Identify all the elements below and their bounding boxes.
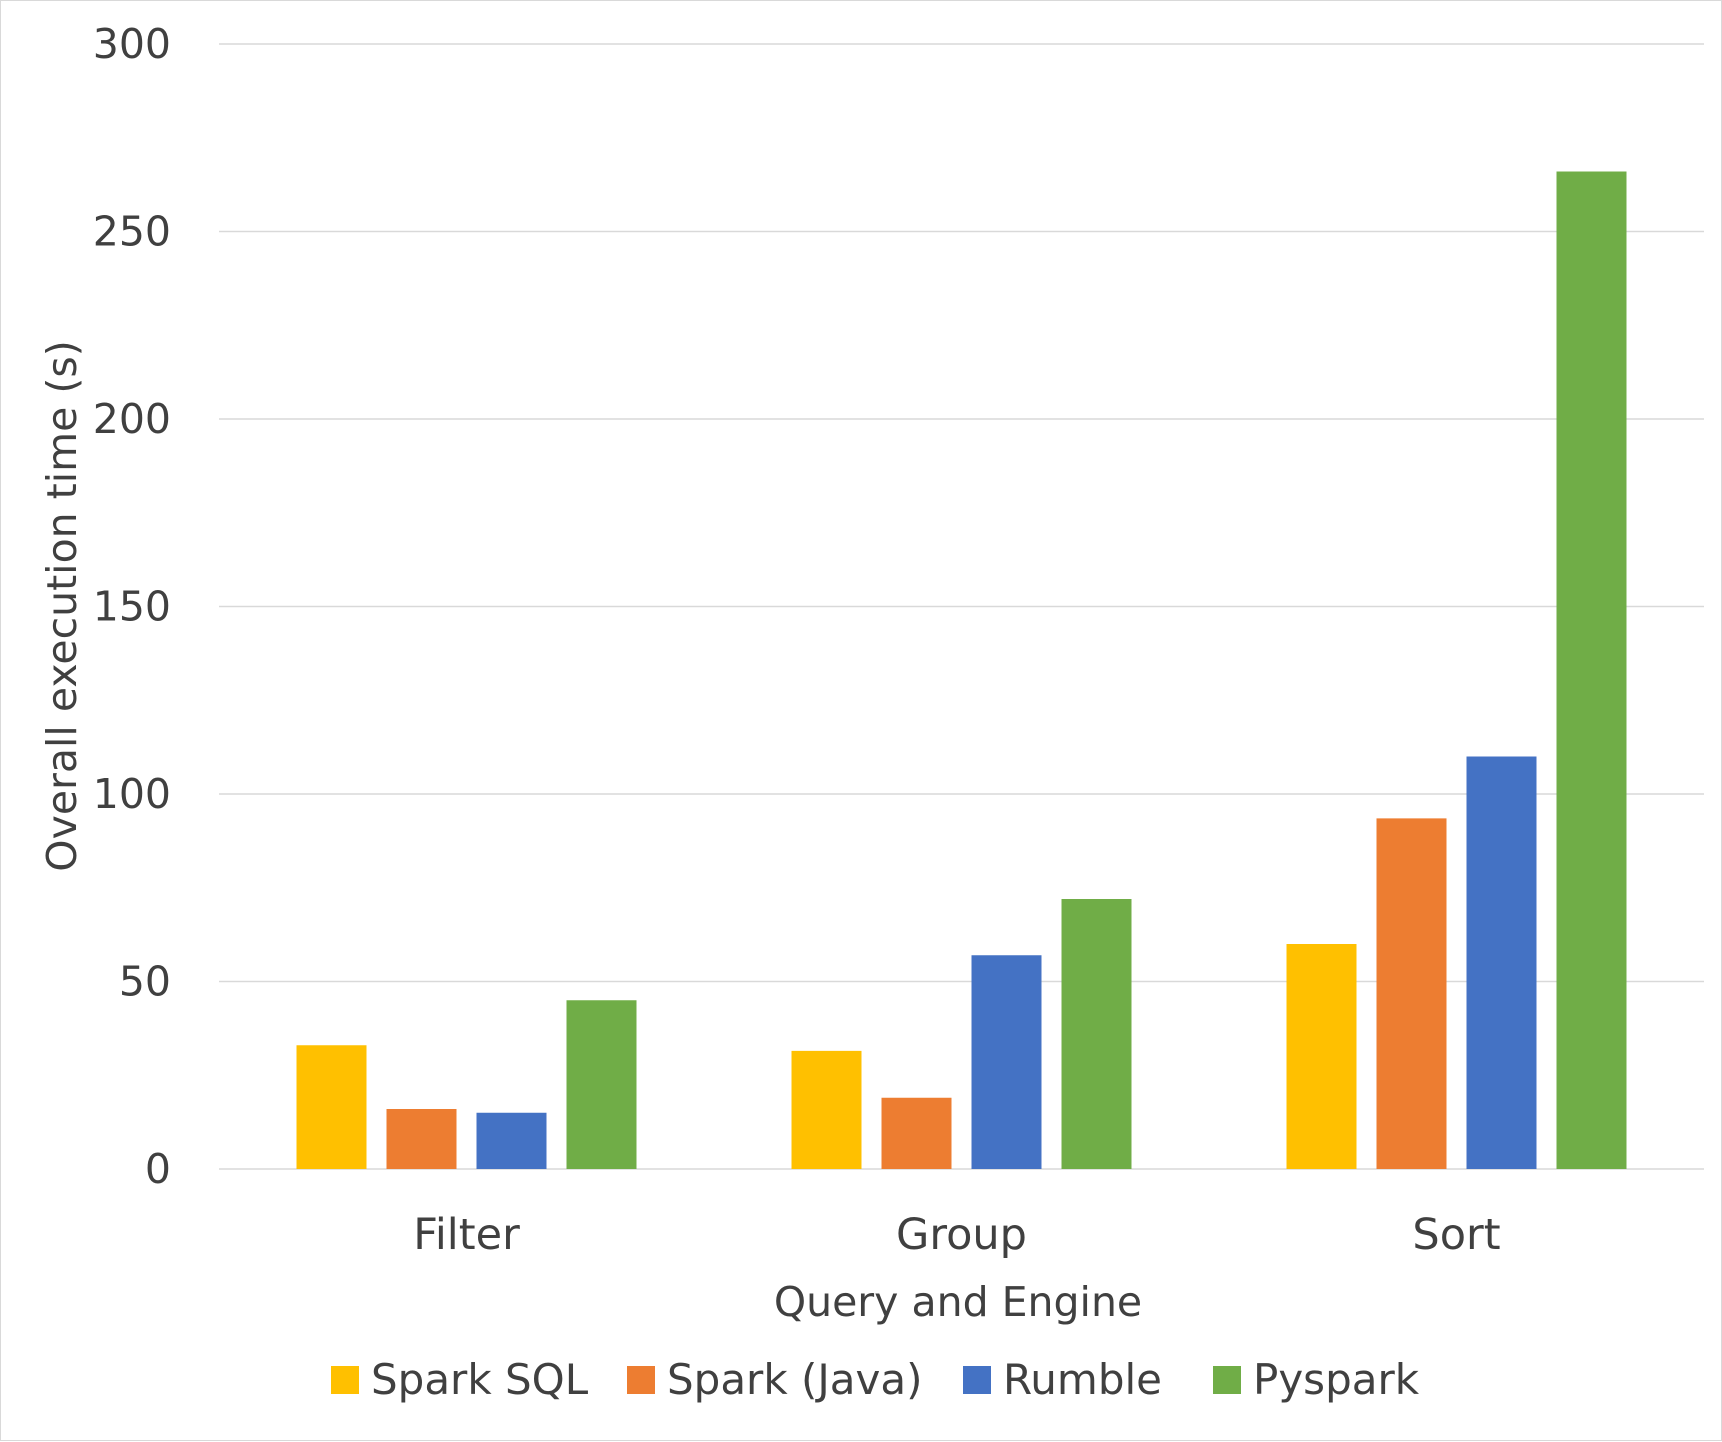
bar-filter-rumble (476, 1112, 547, 1169)
bar-group-rumble (971, 955, 1042, 1169)
legend-swatch (1213, 1366, 1241, 1394)
y-tick-label: 250 (93, 208, 171, 256)
x-axis-title: Query and Engine (774, 1278, 1142, 1326)
legend: Spark SQL Spark (Java) Rumble Pyspark (331, 1355, 1420, 1404)
y-axis-tick-labels: 0 50 100 150 200 250 300 (93, 20, 171, 1193)
legend-item: Pyspark (1213, 1355, 1420, 1404)
gridlines (219, 43, 1704, 1170)
x-axis-category-labels: Filter Group Sort (413, 1210, 1500, 1260)
bar-group-spark-java (881, 1097, 952, 1169)
bar-sort-rumble (1466, 756, 1537, 1169)
x-category-label: Group (896, 1210, 1027, 1260)
y-axis-title: Overall execution time (s) (38, 340, 86, 871)
y-tick-label: 50 (119, 958, 171, 1006)
bar-sort-spark-sql (1286, 944, 1357, 1169)
legend-swatch (963, 1366, 991, 1394)
bar-group-pyspark (1061, 899, 1132, 1169)
y-tick-label: 150 (93, 583, 171, 631)
y-tick-label: 300 (93, 20, 171, 68)
bar-filter-pyspark (566, 1000, 637, 1169)
bar-group-spark-sql (791, 1050, 862, 1169)
y-tick-label: 100 (93, 770, 171, 818)
legend-swatch (627, 1366, 655, 1394)
bar-filter-spark-java (386, 1109, 457, 1169)
x-category-label: Filter (413, 1210, 520, 1260)
bar-sort-spark-java (1376, 818, 1447, 1169)
bars (296, 171, 1627, 1169)
legend-label: Spark SQL (371, 1355, 589, 1404)
y-tick-label: 0 (145, 1145, 171, 1193)
legend-label: Pyspark (1253, 1355, 1420, 1404)
legend-item: Spark SQL (331, 1355, 589, 1404)
legend-item: Rumble (963, 1355, 1162, 1404)
bar-filter-spark-sql (296, 1045, 367, 1169)
legend-label: Spark (Java) (667, 1355, 923, 1404)
x-category-label: Sort (1412, 1210, 1500, 1260)
y-tick-label: 200 (93, 395, 171, 443)
bar-sort-pyspark (1556, 171, 1627, 1169)
legend-item: Spark (Java) (627, 1355, 923, 1404)
legend-label: Rumble (1003, 1355, 1162, 1404)
legend-swatch (331, 1366, 359, 1394)
